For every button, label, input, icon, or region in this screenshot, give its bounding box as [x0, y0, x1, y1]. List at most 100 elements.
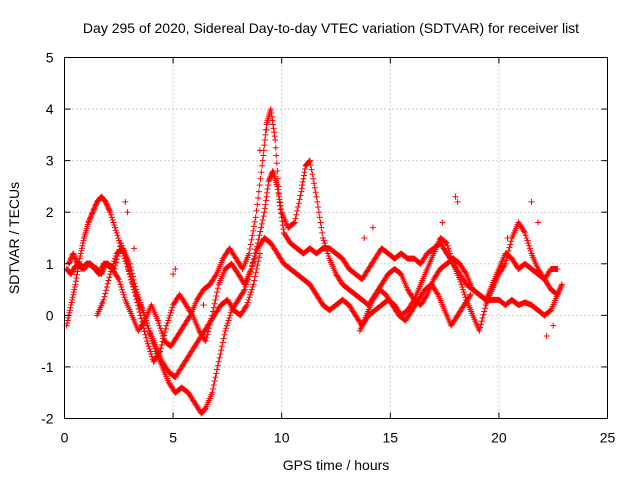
- data-point: [119, 286, 126, 293]
- data-point: [264, 186, 271, 193]
- data-point: [318, 224, 325, 231]
- data-point: [456, 276, 463, 283]
- data-point: [108, 265, 115, 272]
- data-point: [534, 219, 541, 226]
- data-point: [246, 250, 253, 257]
- data-point: [70, 291, 77, 298]
- data-point: [277, 202, 284, 209]
- data-point: [308, 166, 315, 173]
- data-point: [109, 263, 116, 270]
- data-point: [78, 245, 85, 252]
- data-point: [262, 197, 269, 204]
- data-point: [268, 109, 275, 116]
- data-point: [261, 142, 268, 149]
- data-point: [68, 302, 75, 309]
- data-point: [130, 276, 137, 283]
- data-point: [444, 242, 451, 249]
- data-point: [165, 317, 172, 324]
- data-point: [107, 211, 114, 218]
- data-point: [259, 216, 266, 223]
- data-point: [170, 271, 177, 278]
- data-point: [320, 237, 327, 244]
- data-point: [105, 205, 112, 212]
- data-point: [273, 152, 280, 159]
- data-point: [508, 238, 515, 245]
- data-point: [310, 175, 317, 182]
- data-point: [280, 225, 287, 232]
- data-point: [145, 343, 152, 350]
- data-point: [133, 289, 140, 296]
- data-point: [479, 314, 486, 321]
- data-point: [223, 325, 230, 332]
- y-tick-label: 3: [46, 153, 54, 169]
- data-point: [299, 182, 306, 189]
- data-point: [446, 247, 453, 254]
- data-point: [105, 277, 112, 284]
- data-point: [556, 286, 563, 293]
- data-point: [240, 287, 247, 294]
- data-point: [265, 178, 272, 185]
- data-point: [256, 182, 263, 189]
- data-point: [262, 131, 269, 138]
- series-trace-4: [94, 245, 263, 381]
- data-point: [155, 320, 162, 327]
- data-point: [132, 283, 139, 290]
- data-point: [324, 250, 331, 257]
- data-point: [274, 183, 281, 190]
- data-point: [268, 113, 275, 120]
- data-point: [139, 318, 146, 325]
- data-point: [250, 281, 257, 288]
- data-point: [296, 196, 303, 203]
- data-point: [157, 325, 164, 332]
- data-point: [224, 320, 231, 327]
- data-point: [144, 322, 151, 329]
- data-point: [245, 296, 252, 303]
- x-tick-label: 10: [274, 430, 290, 446]
- data-point: [306, 158, 313, 165]
- data-point: [322, 242, 329, 249]
- data-point: [325, 253, 332, 260]
- chart-title: Day 295 of 2020, Sidereal Day-to-day VTE…: [83, 20, 579, 36]
- data-point: [292, 215, 299, 222]
- data-point: [272, 137, 279, 144]
- data-point: [103, 200, 110, 207]
- data-point: [264, 189, 271, 196]
- data-point: [117, 240, 124, 247]
- data-point: [300, 172, 307, 179]
- data-point: [254, 262, 261, 269]
- data-point: [133, 286, 140, 293]
- data-point: [244, 299, 251, 306]
- data-point: [434, 290, 441, 297]
- data-point: [227, 309, 234, 316]
- data-point: [124, 209, 131, 216]
- data-point: [271, 129, 278, 136]
- data-point: [241, 286, 248, 293]
- data-point: [278, 205, 285, 212]
- data-point: [129, 273, 136, 280]
- data-point: [218, 347, 225, 354]
- data-point: [442, 239, 449, 246]
- data-point: [306, 157, 313, 164]
- data-point: [253, 247, 260, 254]
- data-point: [273, 160, 280, 167]
- data-point: [443, 240, 450, 247]
- data-point: [311, 180, 318, 187]
- data-point: [248, 236, 255, 243]
- data-point: [214, 366, 221, 373]
- data-point: [314, 198, 321, 205]
- data-point: [461, 291, 468, 298]
- data-point: [100, 296, 107, 303]
- data-point: [120, 291, 127, 298]
- data-point: [298, 188, 305, 195]
- data-point: [98, 264, 105, 271]
- data-point: [188, 311, 195, 318]
- data-point: [107, 268, 114, 275]
- data-point: [127, 264, 134, 271]
- series-trace-1: [63, 106, 565, 350]
- data-point: [315, 209, 322, 216]
- data-point: [248, 265, 255, 272]
- data-point: [258, 224, 265, 231]
- data-point: [71, 286, 78, 293]
- data-point: [291, 219, 298, 226]
- data-point: [216, 354, 223, 361]
